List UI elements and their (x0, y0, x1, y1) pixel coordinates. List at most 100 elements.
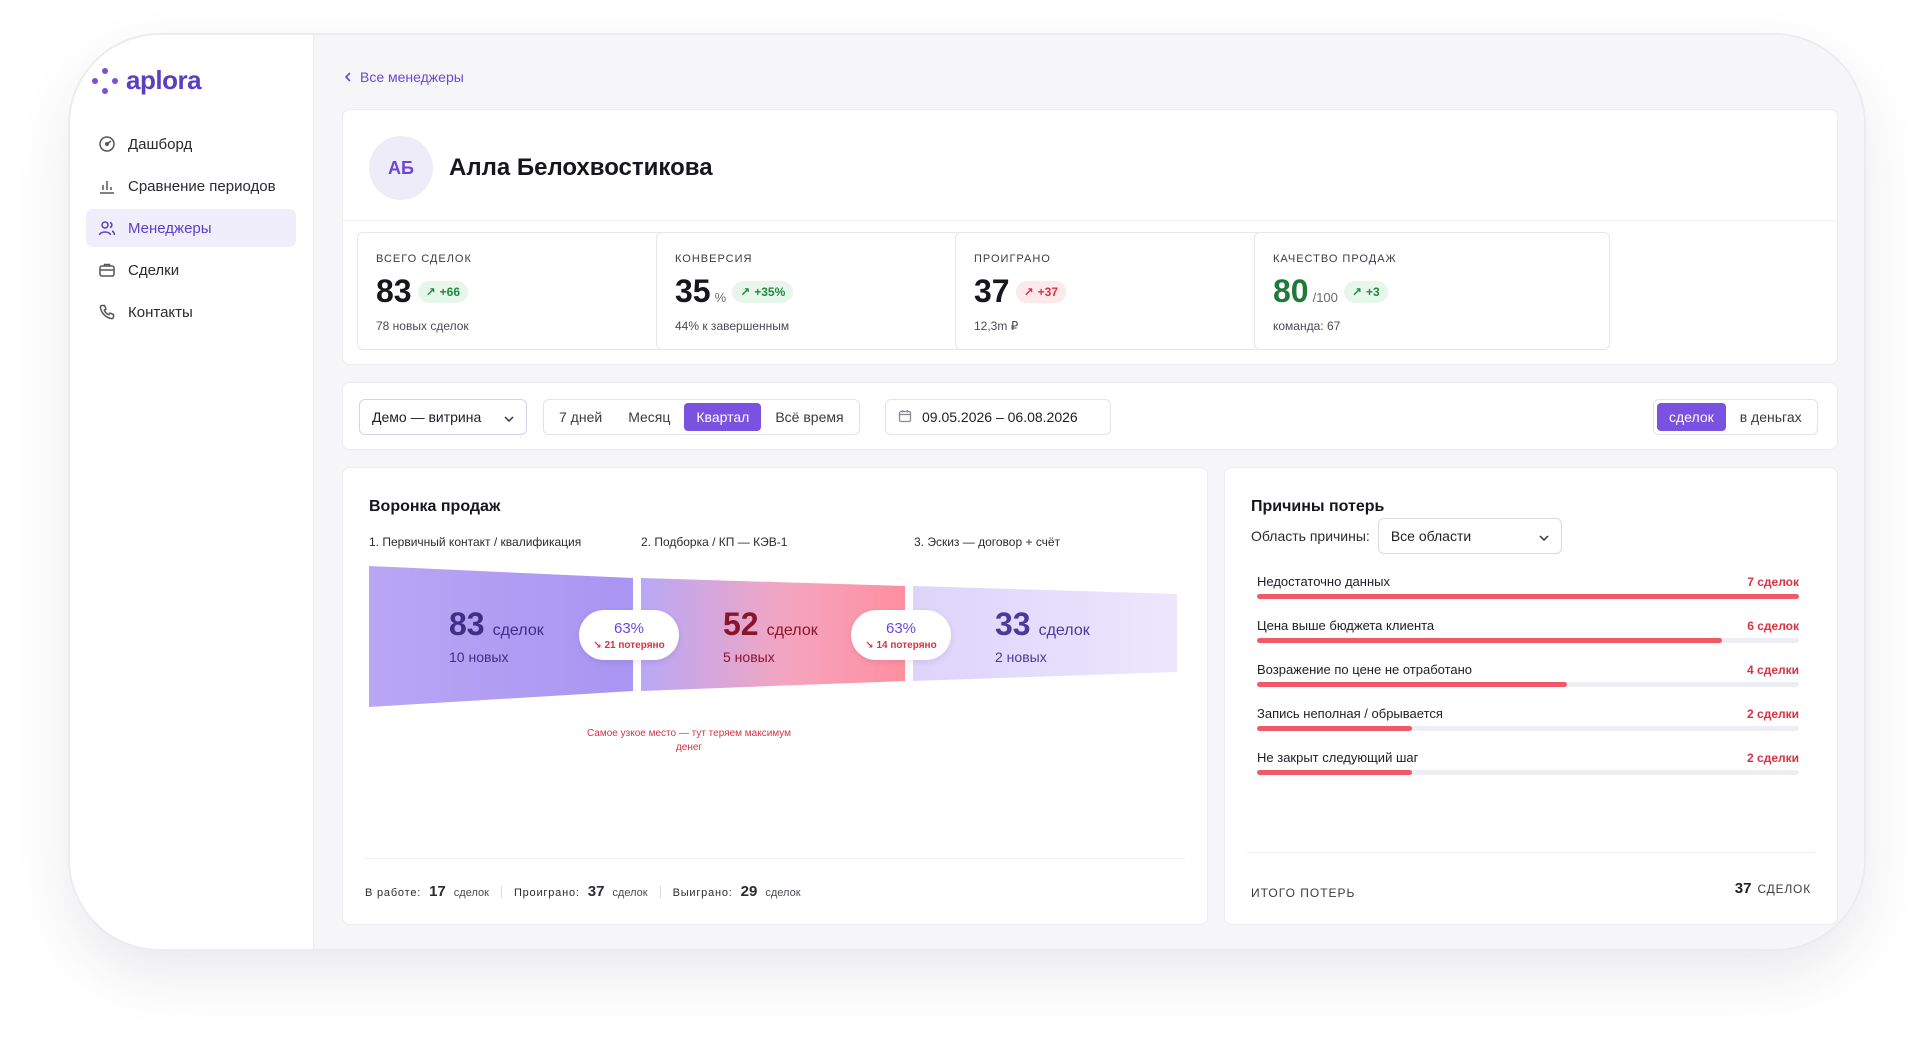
scope-select-value: Демо — витрина (372, 409, 482, 425)
funnel-graphic (369, 566, 1177, 707)
page-title: Алла Белохвостикова (449, 154, 713, 181)
loss-reason-bar (1257, 638, 1722, 643)
period-all-time[interactable]: Всё время (775, 409, 844, 425)
period-month[interactable]: Месяц (628, 409, 671, 425)
funnel-stage-1[interactable]: 83 сделок 10 новых (449, 606, 544, 665)
delta-value: +66 (439, 285, 461, 299)
funnel-stage-2-shape (641, 578, 905, 691)
funnel-title: Воронка продаж (369, 498, 501, 515)
area-select[interactable]: Все области (1377, 518, 1562, 554)
loss-reason-bar (1257, 594, 1799, 599)
loss-reason-count: 2 сделки (1747, 751, 1799, 765)
sidebar-item-label: Контакты (128, 303, 193, 321)
stage-label: 2. Подборка / КП — КЭВ-1 (641, 535, 788, 549)
app-logo[interactable]: aplora (92, 65, 202, 96)
app-window: aplora Дашборд Сравнение периодов Менедж… (70, 35, 1864, 949)
divider (343, 220, 1837, 221)
arrow-up-right-icon: ↗ (740, 285, 751, 299)
separator (659, 885, 661, 898)
loss-reason-bar-track (1257, 682, 1799, 687)
loss-reasons-card: Причины потерь Область причины: Все обла… (1224, 467, 1838, 925)
loss-reason-count: 4 сделки (1747, 663, 1799, 677)
total-losses-label: Итого потерь (1251, 886, 1356, 900)
kpi-label: Проиграно (974, 253, 1051, 265)
back-link[interactable]: Все менеджеры (344, 69, 464, 85)
unit-deals[interactable]: сделок (1657, 403, 1726, 431)
loss-reason-bar-track (1257, 726, 1799, 731)
stage-label: 3. Эскиз — договор + счёт (914, 535, 1061, 549)
unit-switcher: сделок в деньгах (1653, 399, 1818, 435)
period-quarter[interactable]: Квартал (684, 403, 762, 431)
loss-reason-row[interactable]: Недостаточно данных 7 сделок (1257, 574, 1799, 604)
loss-reason-count: 6 сделок (1747, 619, 1799, 633)
kpi-label: Качество продаж (1273, 253, 1397, 265)
stage-new: 10 новых (449, 649, 509, 665)
sidebar-item-managers[interactable]: Менеджеры (86, 209, 296, 247)
loss-reason-label: Возражение по цене не отработано (1257, 662, 1473, 677)
kpi-value: 83 (376, 273, 412, 309)
arrow-up-right-icon: ↗ (1351, 285, 1362, 299)
delta-value: +37 (1037, 285, 1059, 299)
kpi-unit: /100 (1312, 290, 1338, 305)
loss-reason-row[interactable]: Возражение по цене не отработано 4 сделки (1257, 662, 1799, 692)
delta-value: +35% (754, 285, 786, 299)
conversion-lost: ↘ 21 потеряно (593, 639, 665, 651)
loss-reason-label: Не закрыт следующий шаг (1257, 750, 1419, 765)
funnel-stage-3[interactable]: 33 сделок 2 новых (995, 606, 1090, 665)
loss-reason-bar (1257, 726, 1412, 731)
stage-new: 5 новых (723, 649, 775, 665)
stage-count: 33 (995, 606, 1031, 642)
total-losses-unit: СДЕЛОК (1757, 882, 1811, 896)
divider (365, 858, 1185, 859)
conversion-pill: 63% ↘ 21 потеряно (579, 610, 679, 660)
loss-reason-label: Цена выше бюджета клиента (1257, 618, 1435, 633)
won-unit: сделок (765, 887, 801, 899)
sidebar-item-contacts[interactable]: Контакты (86, 293, 296, 331)
calendar-icon (898, 409, 912, 426)
stage-unit: сделок (1038, 622, 1090, 639)
funnel-summary: В работе: 17 сделок Проиграно: 37 сделок… (365, 883, 801, 900)
area-select-value: Все области (1390, 528, 1472, 544)
loss-reason-row[interactable]: Не закрыт следующий шаг 2 сделки (1257, 750, 1799, 780)
chevron-down-icon (1539, 528, 1549, 544)
kpi-subtext: команда: 67 (1273, 319, 1341, 333)
bar-chart-icon (98, 177, 116, 195)
conversion-pill: 63% ↘ 14 потеряно (851, 610, 951, 660)
funnel-stage-2[interactable]: 52 сделок 5 новых (723, 606, 818, 665)
scope-select[interactable]: Демо — витрина (359, 399, 527, 435)
kpi-value: 80 (1273, 273, 1309, 309)
reasons-title: Причины потерь (1251, 498, 1385, 515)
stage-new: 2 новых (995, 649, 1047, 665)
logo-icon (92, 67, 118, 94)
kpi-label: Всего сделок (376, 253, 472, 265)
sidebar-item-deals[interactable]: Сделки (86, 251, 296, 289)
sidebar-item-compare-periods[interactable]: Сравнение периодов (86, 167, 296, 205)
in-work-value: 17 (429, 883, 446, 900)
chevron-left-icon (344, 69, 352, 85)
kpi-subtext: 44% к завершенным (675, 319, 790, 333)
date-range-picker[interactable]: 09.05.2026 – 06.08.2026 (885, 399, 1111, 435)
period-7-days[interactable]: 7 дней (559, 409, 603, 425)
sales-funnel-card: Воронка продаж 1. Первичный контакт / кв… (342, 467, 1208, 925)
conversion-pct: 63% (885, 619, 917, 637)
loss-reason-count: 2 сделки (1747, 707, 1799, 721)
stage-unit: сделок (492, 622, 544, 639)
kpi-sales-quality: Качество продаж 80 /100 ↗ +3 команда: 67 (1254, 232, 1610, 350)
won-value: 29 (740, 883, 758, 900)
loss-reason-bar (1257, 770, 1412, 775)
kpi-conversion: Конверсия 35 % ↗ +35% 44% к завершенным (656, 232, 1012, 350)
chevron-down-icon (504, 409, 514, 425)
loss-reason-row[interactable]: Запись неполная / обрывается 2 сделки (1257, 706, 1799, 736)
bottleneck-note: Самое узкое место — тут теряем максимум … (586, 728, 792, 753)
delta-badge: ↗ +35% (732, 281, 794, 303)
sidebar-item-dashboard[interactable]: Дашборд (86, 125, 296, 163)
loss-reason-row[interactable]: Цена выше бюджета клиента 6 сделок (1257, 618, 1799, 648)
conversion-pct: 63% (613, 619, 645, 637)
stage-unit: сделок (766, 622, 818, 639)
arrow-up-right-icon: ↗ (1023, 285, 1034, 299)
sidebar-nav: Дашборд Сравнение периодов Менеджеры Сде… (86, 125, 296, 335)
stage-count: 52 (723, 606, 759, 642)
unit-money[interactable]: в деньгах (1739, 409, 1802, 425)
dashboard-icon (98, 135, 116, 153)
in-work-unit: сделок (453, 887, 489, 899)
